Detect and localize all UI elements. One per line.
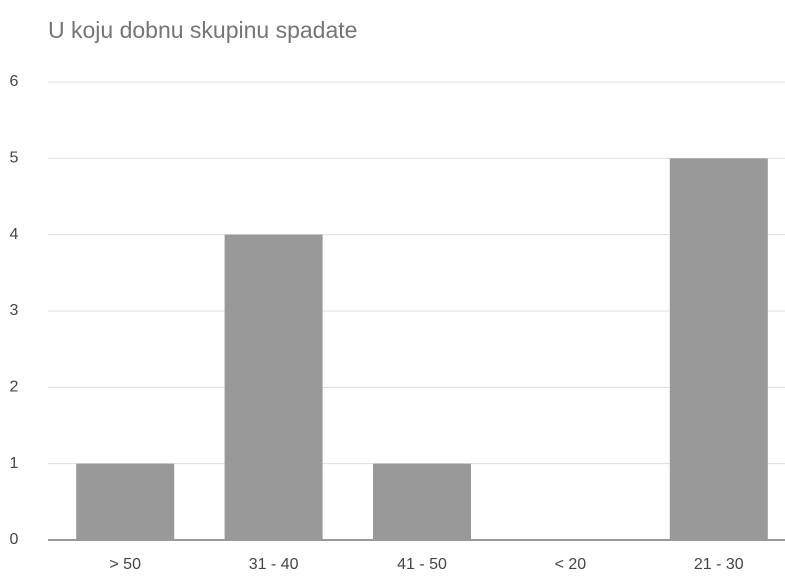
- x-tick-label: < 20: [555, 556, 587, 573]
- bar: [76, 463, 175, 540]
- y-tick-label: 6: [10, 73, 19, 90]
- y-tick-label: 3: [10, 302, 19, 319]
- x-tick-label: 21 - 30: [694, 556, 744, 573]
- y-tick-label: 5: [10, 150, 19, 167]
- bar: [669, 158, 768, 541]
- x-tick-label: 31 - 40: [249, 556, 299, 573]
- y-tick-label: 1: [10, 455, 19, 472]
- x-tick-label: 41 - 50: [397, 556, 447, 573]
- x-tick-label: > 50: [109, 556, 141, 573]
- y-tick-label: 2: [10, 379, 19, 396]
- y-tick-label: 4: [10, 226, 19, 243]
- bar: [373, 463, 471, 540]
- y-tick-label: 0: [10, 531, 19, 548]
- chart-title: U koju dobnu skupinu spadate: [48, 17, 357, 43]
- bar: [224, 234, 323, 540]
